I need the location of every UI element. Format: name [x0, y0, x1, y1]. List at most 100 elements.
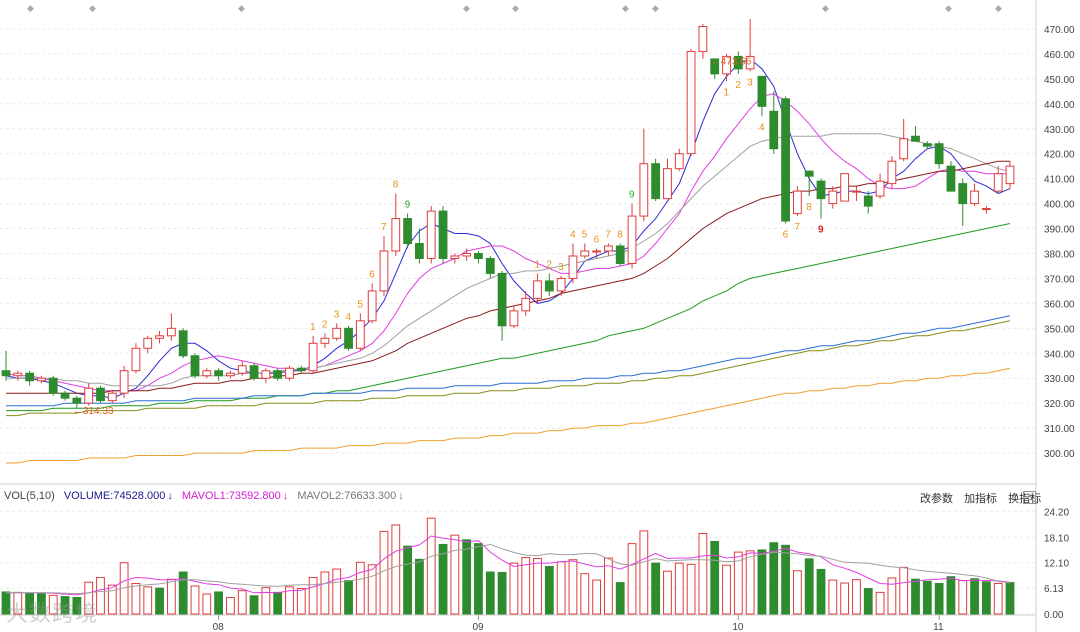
candle-body	[792, 190, 802, 215]
mavol1-value: MAVOL1:73592.800	[181, 490, 281, 502]
volume-bar	[863, 588, 873, 615]
candle-body	[367, 290, 377, 322]
marker-dot-icon: ◆	[622, 3, 629, 13]
volume-value: VOLUME:74528.000	[63, 490, 166, 502]
volume-bar	[981, 581, 991, 615]
volume-bar	[1005, 582, 1015, 615]
price-extreme-annotation: ←473.66	[711, 56, 752, 67]
indicator-toolbar: 改参数 加指标 换指标	[920, 490, 1049, 506]
volume-bar	[970, 578, 979, 615]
candle-body	[970, 190, 979, 205]
volume-bar	[367, 564, 377, 615]
td-sequence-label: 3	[334, 309, 340, 320]
td-sequence-label: 4	[759, 122, 765, 133]
candle-body	[556, 277, 566, 292]
volume-bar	[686, 563, 696, 615]
candle-body	[391, 218, 401, 252]
candle-body	[663, 168, 672, 200]
volume-tick-label: 6.13	[1044, 584, 1064, 595]
x-tick-label: 09	[472, 622, 484, 632]
volume-bar	[781, 544, 790, 615]
marker-dot-icon: ◆	[652, 3, 659, 13]
candle-body	[320, 337, 330, 344]
volume-bar	[107, 584, 117, 615]
marker-dot-icon: ◆	[945, 3, 952, 13]
td-sequence-label: 2	[735, 80, 741, 91]
volume-bar	[497, 571, 507, 615]
volume-bar	[143, 586, 153, 615]
candle-body	[781, 98, 790, 222]
candle-body	[462, 252, 472, 257]
candle-body	[651, 163, 661, 200]
volume-bar	[60, 596, 70, 615]
candle-body	[155, 335, 164, 339]
ma-line-ma60	[6, 223, 1011, 412]
candle-body	[580, 250, 590, 257]
volume-bar	[828, 579, 838, 615]
close-icon[interactable]: ×	[1023, 491, 1036, 504]
candle-body	[509, 310, 519, 327]
candle-body	[958, 183, 968, 205]
volume-bar	[639, 530, 649, 615]
y-tick-label: 430.00	[1044, 125, 1075, 136]
candle-body	[804, 170, 814, 177]
volume-bar	[485, 571, 495, 615]
candle-body	[214, 370, 224, 377]
candle-body	[922, 143, 932, 147]
candle-body	[190, 355, 200, 377]
td-sequence-label: 7	[381, 222, 387, 233]
volume-bar	[533, 557, 542, 615]
volume-bar	[96, 577, 105, 615]
marker-dot-icon: ◆	[89, 3, 96, 13]
volume-bar	[604, 557, 613, 615]
edit-params-button[interactable]: 改参数	[920, 493, 953, 505]
candle-body	[604, 245, 613, 252]
volume-bar	[415, 558, 424, 615]
candle-body	[544, 280, 554, 292]
candle-body	[639, 163, 649, 217]
candle-body	[48, 377, 58, 394]
volume-bar	[663, 570, 672, 615]
candle-body	[84, 387, 94, 404]
y-tick-label: 340.00	[1044, 349, 1075, 360]
candle-body	[887, 160, 897, 185]
td-sequence-label: 9	[818, 225, 824, 236]
y-tick-label: 400.00	[1044, 200, 1075, 211]
candle-body	[686, 50, 696, 155]
candle-body	[438, 210, 448, 259]
candle-body	[355, 320, 365, 349]
volume-ma-line	[6, 535, 1011, 596]
volume-bar	[769, 542, 779, 615]
candle-body	[60, 392, 70, 399]
volume-bar	[379, 530, 389, 615]
volume-bar	[745, 550, 755, 615]
add-indicator-button[interactable]: 加指标	[964, 493, 998, 505]
switch-indicator-button[interactable]: 换指标	[1008, 493, 1042, 505]
y-tick-label: 300.00	[1044, 449, 1075, 460]
volume-bar	[308, 577, 318, 615]
candle-body	[249, 365, 259, 379]
candle-body	[592, 250, 601, 253]
y-tick-label: 460.00	[1044, 50, 1075, 61]
volume-bar	[521, 557, 531, 615]
candle-body	[415, 243, 424, 259]
td-sequence-label: 9	[629, 190, 635, 201]
candle-body	[178, 330, 188, 357]
candle-body	[852, 190, 861, 193]
volume-ma-line	[6, 543, 1011, 595]
td-sequence-label: 4	[346, 312, 352, 323]
volume-tick-label: 0.00	[1044, 610, 1064, 621]
volume-tick-label: 12.10	[1044, 559, 1069, 570]
candle-body	[722, 55, 731, 75]
td-sequence-label: 1	[310, 322, 316, 333]
y-tick-label: 470.00	[1044, 25, 1075, 36]
candle-body	[285, 367, 294, 379]
volume-bar	[922, 580, 932, 615]
volume-bar	[214, 591, 224, 615]
volume-bar	[391, 524, 401, 615]
volume-bar	[651, 562, 661, 615]
ma-line-ma120	[6, 315, 1011, 407]
candle-body	[757, 75, 767, 107]
volume-bar	[934, 582, 944, 615]
